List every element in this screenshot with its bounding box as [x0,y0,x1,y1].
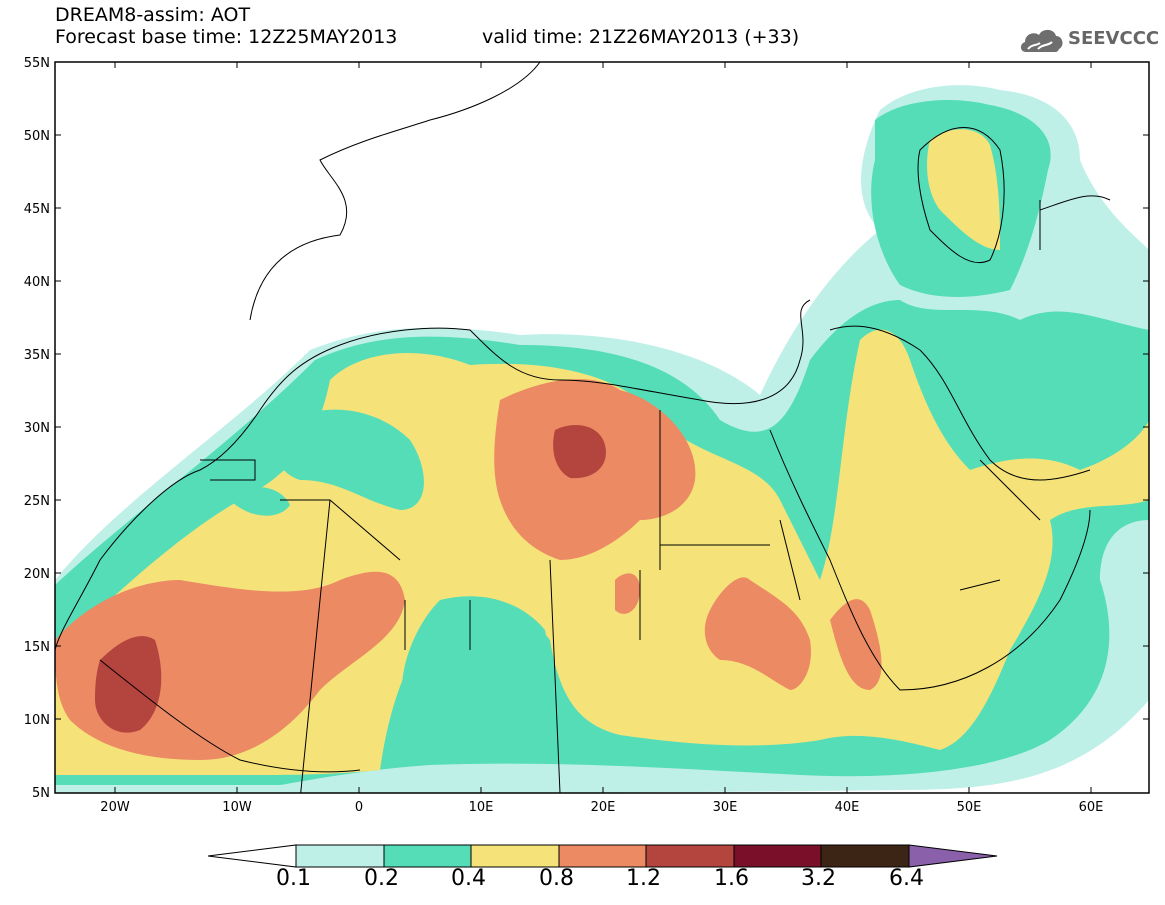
colorbar-min-triangle [207,844,297,868]
lon-label: 10E [469,800,494,815]
forecast-base-time: Forecast base time: 12Z25MAY2013 [55,26,398,48]
valid-time: valid time: 21Z26MAY2013 (+33) [482,26,800,48]
lat-ticks [55,134,1149,720]
colorbar-label: 0.8 [539,866,574,891]
lon-label: 20E [591,800,616,815]
lat-label: 15N [24,640,50,655]
lon-label: 60E [1079,800,1104,815]
lon-ticks [114,62,1092,793]
contour-0.4-north [927,129,1000,250]
colorbar-swatch [820,844,910,868]
colorbar-max-triangle [908,844,998,868]
lat-label: 50N [24,129,50,144]
latitude-axis: 55N 50N 45N 40N 35N 30N 25N 20N 15N 10N … [24,56,50,801]
colorbar-swatch [295,844,385,868]
colorbar-label: 1.6 [714,866,749,891]
colorbar-swatch [558,844,647,868]
colorbar-swatch [645,844,735,868]
colorbar-label: 1.2 [626,866,661,891]
colorbar-label: 0.1 [276,866,311,891]
seevccc-logo: SEEVCCC [1018,22,1160,58]
aot-contours [55,85,1149,793]
logo-text: SEEVCCC [1068,28,1160,49]
lat-label: 10N [24,713,50,728]
colorbar-label: 0.4 [451,866,486,891]
lat-label: 30N [24,421,50,436]
lon-label: 30E [713,800,738,815]
lon-label: 40E [835,800,860,815]
lon-label: 20W [100,800,130,815]
lon-label: 50E [957,800,982,815]
longitude-axis: 20W 10W 0 10E 20E 30E 40E 50E 60E [100,800,1103,815]
lon-label: 10W [222,800,252,815]
colorbar [207,844,998,868]
colorbar-swatch [470,844,560,868]
colorbar-swatch [733,844,822,868]
lat-label: 20N [24,567,50,582]
lat-label: 45N [24,202,50,217]
lat-label: 35N [24,348,50,363]
lat-label: 5N [32,786,50,801]
cloud-icon [1020,29,1063,52]
coastlines [55,62,1111,793]
colorbar-label: 0.2 [364,866,399,891]
lat-label: 25N [24,494,50,509]
lat-label: 40N [24,275,50,290]
map-title: DREAM8-assim: AOT [55,4,251,26]
contour-1.2 [95,636,162,733]
colorbar-label: 3.2 [801,866,836,891]
colorbar-swatch [383,844,472,868]
lat-label: 55N [24,56,50,71]
colorbar-label: 6.4 [889,866,924,891]
lon-label: 0 [355,800,363,815]
